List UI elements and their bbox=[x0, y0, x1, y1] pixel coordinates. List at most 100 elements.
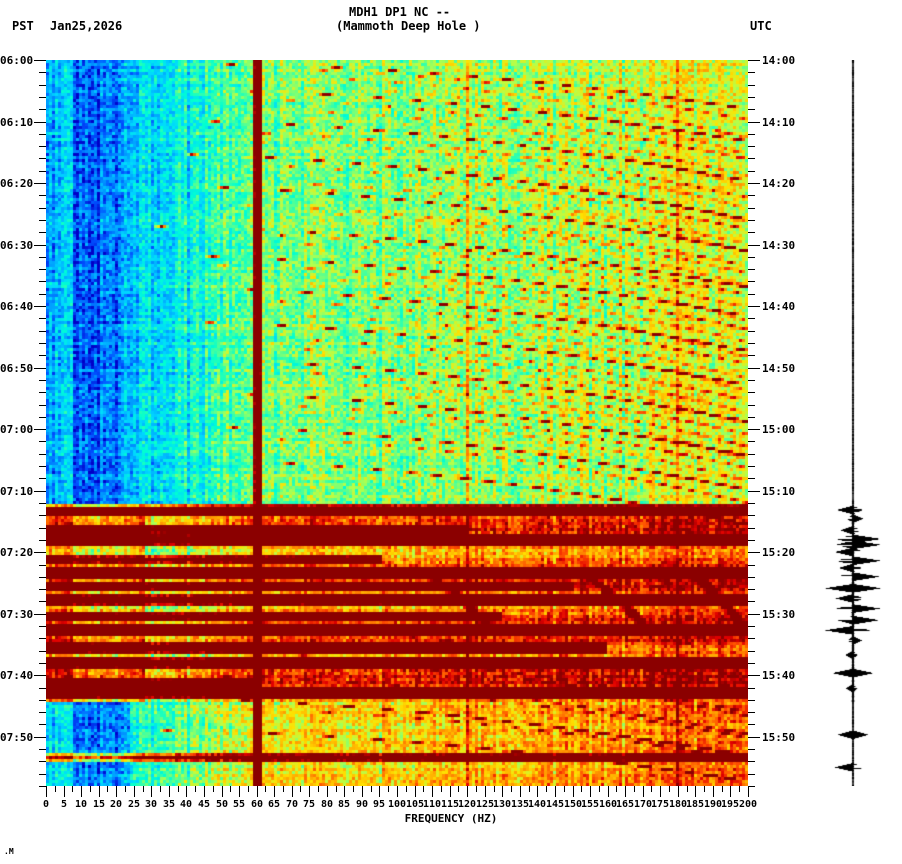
frequency-tick bbox=[143, 786, 144, 792]
time-tick bbox=[748, 675, 760, 676]
time-tick bbox=[39, 171, 46, 172]
time-label: 07:10 bbox=[0, 485, 34, 498]
frequency-tick bbox=[502, 786, 503, 797]
time-tick bbox=[748, 134, 755, 135]
frequency-tick bbox=[318, 786, 319, 792]
frequency-label: 10 bbox=[74, 799, 88, 810]
frequency-label: 200 bbox=[738, 799, 758, 810]
time-tick bbox=[34, 675, 46, 676]
time-tick bbox=[748, 195, 755, 196]
frequency-tick bbox=[160, 786, 161, 792]
time-tick bbox=[39, 761, 46, 762]
frequency-tick bbox=[300, 786, 301, 792]
frequency-tick bbox=[406, 786, 407, 792]
time-tick bbox=[39, 712, 46, 713]
time-tick bbox=[39, 651, 46, 652]
frequency-tick bbox=[573, 786, 574, 797]
frequency-label: 190 bbox=[703, 799, 723, 810]
frequency-tick bbox=[248, 786, 249, 792]
time-label: 14:00 bbox=[762, 54, 796, 67]
time-tick bbox=[748, 552, 760, 553]
time-tick bbox=[748, 392, 755, 393]
time-tick bbox=[748, 60, 760, 61]
time-tick bbox=[748, 528, 755, 529]
page-header: PST Jan25,2026 MDH1 DP1 NC -- (Mammoth D… bbox=[0, 0, 902, 48]
frequency-tick bbox=[239, 786, 240, 797]
time-tick bbox=[748, 208, 755, 209]
time-tick bbox=[34, 737, 46, 738]
frequency-label: 145 bbox=[545, 799, 565, 810]
frequency-tick bbox=[432, 786, 433, 797]
time-tick bbox=[39, 454, 46, 455]
frequency-label: 100 bbox=[387, 799, 407, 810]
frequency-tick bbox=[134, 786, 135, 797]
time-tick bbox=[39, 220, 46, 221]
frequency-tick bbox=[213, 786, 214, 792]
frequency-tick bbox=[608, 786, 609, 797]
time-tick bbox=[748, 478, 755, 479]
frequency-label: 15 bbox=[92, 799, 106, 810]
timezone-label-left: PST bbox=[12, 19, 34, 33]
frequency-tick bbox=[625, 786, 626, 797]
frequency-tick bbox=[458, 786, 459, 792]
frequency-label: 195 bbox=[720, 799, 740, 810]
frequency-tick bbox=[643, 786, 644, 797]
time-tick bbox=[34, 614, 46, 615]
time-tick bbox=[39, 294, 46, 295]
frequency-tick bbox=[72, 786, 73, 792]
time-tick bbox=[34, 491, 46, 492]
frequency-tick bbox=[230, 786, 231, 792]
frequency-tick bbox=[722, 786, 723, 792]
frequency-label: 95 bbox=[372, 799, 386, 810]
time-tick bbox=[748, 109, 755, 110]
frequency-label: 30 bbox=[144, 799, 158, 810]
frequency-tick bbox=[590, 786, 591, 797]
time-tick bbox=[748, 331, 755, 332]
time-tick bbox=[34, 245, 46, 246]
frequency-tick bbox=[704, 786, 705, 792]
frequency-tick bbox=[274, 786, 275, 797]
frequency-tick bbox=[107, 786, 108, 792]
frequency-tick bbox=[520, 786, 521, 797]
frequency-tick bbox=[151, 786, 152, 797]
frequency-tick bbox=[327, 786, 328, 797]
time-label: 07:30 bbox=[0, 608, 34, 621]
time-label: 15:10 bbox=[762, 485, 796, 498]
frequency-label: 75 bbox=[302, 799, 316, 810]
time-tick bbox=[748, 405, 755, 406]
time-tick bbox=[748, 97, 755, 98]
time-tick bbox=[748, 614, 760, 615]
frequency-tick bbox=[660, 786, 661, 797]
frequency-tick bbox=[616, 786, 617, 792]
time-tick bbox=[39, 281, 46, 282]
frequency-tick bbox=[739, 786, 740, 792]
frequency-tick bbox=[46, 786, 47, 797]
frequency-tick bbox=[415, 786, 416, 797]
time-label: 15:40 bbox=[762, 669, 796, 682]
frequency-tick bbox=[116, 786, 117, 797]
frequency-label: 60 bbox=[250, 799, 264, 810]
frequency-tick bbox=[257, 786, 258, 797]
time-tick bbox=[39, 195, 46, 196]
time-label: 14:50 bbox=[762, 362, 796, 375]
time-tick bbox=[748, 171, 755, 172]
frequency-tick bbox=[441, 786, 442, 792]
frequency-tick bbox=[178, 786, 179, 792]
time-tick bbox=[39, 601, 46, 602]
frequency-label: 35 bbox=[162, 799, 176, 810]
frequency-label: 90 bbox=[355, 799, 369, 810]
frequency-label: 175 bbox=[650, 799, 670, 810]
frequency-label: 150 bbox=[563, 799, 583, 810]
time-label: 06:50 bbox=[0, 362, 34, 375]
frequency-tick bbox=[467, 786, 468, 797]
time-tick bbox=[748, 343, 755, 344]
time-tick bbox=[748, 281, 755, 282]
time-label: 07:00 bbox=[0, 423, 34, 436]
time-tick bbox=[748, 761, 755, 762]
time-label: 15:00 bbox=[762, 423, 796, 436]
frequency-label: 40 bbox=[179, 799, 193, 810]
frequency-tick bbox=[379, 786, 380, 797]
frequency-tick bbox=[494, 786, 495, 792]
spectrogram-plot[interactable] bbox=[46, 60, 748, 786]
time-tick bbox=[39, 257, 46, 258]
